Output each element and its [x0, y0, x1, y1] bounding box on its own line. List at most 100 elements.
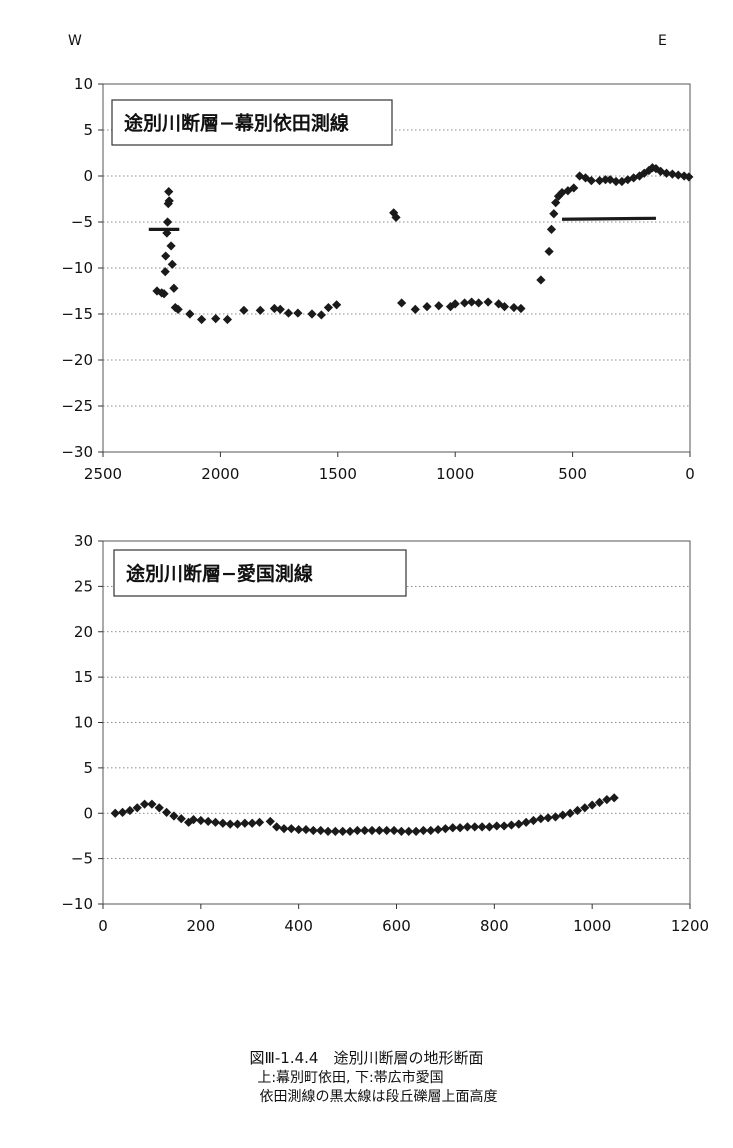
chart-title: 途別川断層−幕別依田測線	[124, 112, 349, 135]
data-point	[575, 171, 585, 181]
yoda-profile-chart: 10 5 0 −5 −10 −15 −20 −25 −30 2500 2000 1500 1000 500…	[61, 75, 695, 483]
data-point	[572, 805, 583, 816]
y-tick-label: 30	[74, 532, 93, 550]
data-point	[308, 825, 318, 836]
y-tick-label: 10	[74, 75, 93, 93]
data-point	[492, 821, 502, 831]
data-point	[558, 810, 568, 820]
data-point	[330, 826, 340, 836]
data-point	[448, 823, 458, 833]
figure-caption-note: 依田測線の黒太線は段丘礫層上面高度	[259, 1089, 498, 1105]
x-tick-label: 1000	[436, 465, 474, 483]
data-point	[474, 298, 484, 308]
west-direction-label: W	[68, 33, 82, 49]
data-point	[293, 308, 303, 318]
data-point	[434, 301, 444, 311]
data-point	[389, 825, 399, 836]
data-point	[374, 825, 384, 836]
data-point	[345, 826, 355, 836]
data-point	[286, 824, 296, 834]
data-point	[169, 283, 179, 293]
data-point	[569, 183, 579, 193]
data-point	[477, 822, 487, 832]
data-point	[565, 808, 575, 818]
data-point	[247, 818, 257, 828]
data-point	[440, 824, 451, 834]
data-point	[483, 297, 493, 307]
data-point	[470, 822, 480, 832]
data-point	[166, 241, 176, 251]
data-point	[667, 169, 677, 179]
data-point	[499, 821, 509, 831]
aikoku-profile-chart: 30 25 20 15 10 5 0 −5 −10 0 200 400 600 800 1000 1200 途別…	[61, 532, 709, 935]
figure-caption-title: 図Ⅲ-1.4.4 途別川断層の地形断面	[249, 1049, 484, 1067]
y-tick-label: 15	[74, 668, 93, 686]
data-point	[404, 826, 414, 836]
data-point	[611, 176, 621, 187]
data-point	[279, 824, 289, 834]
x-tick-label: 0	[685, 465, 695, 483]
x-tick-label: 600	[382, 917, 411, 935]
data-point	[536, 275, 546, 285]
data-point	[269, 303, 280, 314]
y-tick-label: −5	[71, 850, 93, 868]
data-point	[232, 819, 243, 829]
y-tick-label: −15	[61, 305, 93, 323]
x-tick-label: 1500	[319, 465, 357, 483]
figure-caption-locations: 上:幕別町依田, 下:帯広市愛国	[257, 1070, 444, 1086]
data-point	[176, 814, 186, 824]
data-point	[455, 823, 465, 833]
data-point	[255, 305, 265, 315]
data-point	[203, 816, 213, 827]
x-tick-label: 500	[558, 465, 587, 483]
y-tick-label: −25	[61, 397, 93, 415]
data-point	[411, 826, 421, 836]
y-tick-label: 0	[83, 167, 93, 185]
data-point	[602, 795, 612, 805]
gravel-top-line	[562, 216, 656, 221]
data-point	[580, 173, 591, 183]
data-point	[161, 807, 172, 817]
data-point	[218, 818, 228, 828]
data-point	[580, 803, 590, 813]
data-point	[516, 303, 526, 314]
data-point	[586, 176, 596, 186]
data-point	[117, 807, 128, 817]
data-point	[459, 298, 470, 308]
data-point	[184, 817, 194, 827]
y-tick-label: 10	[74, 714, 93, 732]
data-point	[609, 793, 619, 803]
data-point	[197, 314, 207, 325]
data-point	[210, 817, 221, 827]
data-point	[294, 824, 304, 835]
x-tick-label: 1000	[573, 917, 611, 935]
data-point	[426, 825, 436, 836]
data-point	[239, 305, 249, 315]
data-point	[225, 819, 235, 829]
data-point	[661, 168, 672, 178]
data-point	[169, 811, 179, 821]
data-point	[396, 826, 406, 836]
data-point	[587, 800, 597, 810]
data-point	[323, 826, 333, 836]
data-point	[160, 267, 170, 277]
data-point	[514, 819, 524, 829]
x-tick-label: 2500	[84, 465, 122, 483]
data-point	[164, 187, 174, 197]
data-point	[352, 825, 362, 836]
data-point	[307, 309, 317, 319]
data-point	[132, 803, 142, 813]
data-point	[551, 198, 561, 208]
y-tick-label: 0	[83, 804, 93, 822]
data-point	[509, 302, 519, 313]
data-point	[283, 308, 294, 318]
data-point	[595, 176, 605, 186]
data-point	[422, 302, 432, 312]
data-point	[323, 302, 334, 313]
data-point	[391, 212, 401, 222]
data-point	[147, 799, 157, 809]
data-point	[185, 309, 195, 319]
data-point	[467, 297, 477, 307]
data-point	[462, 822, 473, 832]
data-point	[162, 217, 173, 227]
